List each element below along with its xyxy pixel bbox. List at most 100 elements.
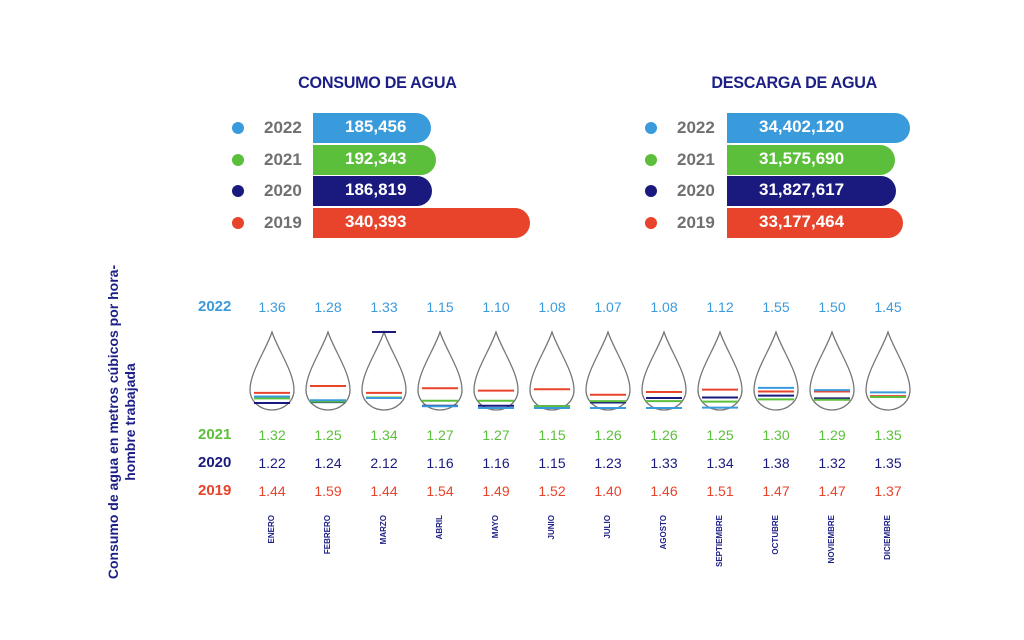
row-label-2020: 2020 [198, 454, 232, 471]
value-2022-10: 1.50 [818, 299, 846, 315]
month-label: DICIEMBRE [883, 515, 892, 560]
value-2019-5: 1.52 [538, 483, 566, 499]
row-label-2019: 2019 [198, 482, 232, 499]
drop-icon [809, 329, 855, 411]
value-2021-7: 1.26 [650, 427, 678, 443]
value-2022-11: 1.45 [874, 299, 902, 315]
month-label: MARZO [379, 515, 388, 545]
bar-2019: 33,177,464 [727, 207, 904, 238]
value-2021-6: 1.26 [594, 427, 622, 443]
value-2019-10: 1.47 [818, 483, 846, 499]
value-2020-11: 1.35 [874, 455, 902, 471]
value-2022-8: 1.12 [706, 299, 734, 315]
row-label-2021: 2021 [198, 426, 232, 443]
month-label: ENERO [267, 515, 276, 544]
value-2020-10: 1.32 [818, 455, 846, 471]
year-label-2022: 2022 [677, 118, 715, 137]
descarga-title: DESCARGA DE AGUA [711, 73, 877, 92]
value-2021-5: 1.15 [538, 427, 566, 443]
value-2021-11: 1.35 [874, 427, 902, 443]
drop-icon [529, 329, 575, 411]
value-2020-5: 1.15 [538, 455, 566, 471]
y-axis-label: Consumo de agua en metros cúbicos por ho… [105, 264, 138, 580]
drop-icon [697, 329, 743, 411]
value-2021-1: 1.25 [314, 427, 342, 443]
value-2022-0: 1.36 [258, 299, 286, 315]
value-2019-9: 1.47 [762, 483, 790, 499]
drop-icon [417, 329, 463, 411]
month-label: NOVIEMBRE [827, 515, 836, 564]
value-2019-8: 1.51 [706, 483, 734, 499]
legend-dot-2021 [232, 153, 244, 166]
drop-icon [865, 329, 911, 411]
value-2019-11: 1.37 [874, 483, 902, 499]
bar-2021: 192,343 [313, 144, 436, 175]
bar-2020: 186,819 [313, 176, 433, 206]
value-2019-7: 1.46 [650, 483, 678, 499]
row-label-2022: 2022 [198, 298, 232, 315]
value-2020-3: 1.16 [426, 455, 454, 471]
bar-2021: 31,575,690 [727, 144, 895, 175]
legend-dot-2021 [645, 153, 657, 166]
value-2021-8: 1.25 [706, 427, 734, 443]
value-2021-9: 1.30 [762, 427, 790, 443]
drop-icon [249, 329, 295, 411]
legend-dot-2022 [645, 122, 657, 134]
value-2022-1: 1.28 [314, 299, 342, 315]
value-2021-2: 1.34 [370, 427, 398, 443]
month-label: MAYO [491, 515, 500, 539]
legend-dot-2022 [232, 122, 244, 134]
month-label: SEPTIEMBRE [715, 515, 724, 568]
year-label-2020: 2020 [264, 181, 302, 200]
bar-2019: 340,393 [313, 207, 530, 238]
month-label: ABRIL [435, 515, 444, 540]
value-2022-9: 1.55 [762, 299, 790, 315]
value-2019-0: 1.44 [258, 483, 286, 499]
value-2020-4: 1.16 [482, 455, 510, 471]
drop-icon [361, 329, 407, 411]
year-label-2019: 2019 [264, 212, 302, 232]
month-label: JULIO [603, 515, 612, 539]
month-label: AGOSTO [659, 515, 668, 550]
legend-dot-2019 [232, 216, 244, 229]
year-label-2022: 2022 [264, 118, 302, 137]
value-2022-3: 1.15 [426, 299, 454, 315]
value-2019-1: 1.59 [314, 483, 342, 499]
value-2021-10: 1.29 [818, 427, 846, 443]
drop-icon [473, 329, 519, 411]
legend-dot-2019 [645, 216, 657, 229]
value-2019-6: 1.40 [594, 483, 622, 499]
year-label-2021: 2021 [677, 149, 715, 169]
legend-dot-2020 [232, 185, 244, 197]
value-2019-4: 1.49 [482, 483, 510, 499]
year-label-2019: 2019 [677, 212, 715, 232]
year-label-2020: 2020 [677, 181, 715, 200]
month-label: JUNIO [547, 515, 556, 540]
month-label: OCTUBRE [771, 515, 780, 555]
value-2021-4: 1.27 [482, 427, 510, 443]
value-2021-0: 1.32 [258, 427, 286, 443]
drop-icon [641, 329, 687, 411]
bar-2022: 185,456 [313, 113, 432, 143]
value-2021-3: 1.27 [426, 427, 454, 443]
value-2020-8: 1.34 [706, 455, 734, 471]
value-2019-2: 1.44 [370, 483, 398, 499]
year-label-2021: 2021 [264, 149, 302, 169]
value-2020-2: 2.12 [370, 455, 398, 471]
bar-2022: 34,402,120 [727, 113, 910, 143]
value-2022-4: 1.10 [482, 299, 510, 315]
drop-icon [753, 329, 799, 411]
value-2020-1: 1.24 [314, 455, 342, 471]
drop-icon [305, 329, 351, 411]
value-2020-6: 1.23 [594, 455, 622, 471]
value-2019-3: 1.54 [426, 483, 454, 499]
value-2020-9: 1.38 [762, 455, 790, 471]
month-label: FEBRERO [323, 515, 332, 555]
consumo-title: CONSUMO DE AGUA [298, 73, 457, 92]
bar-2020: 31,827,617 [727, 176, 897, 206]
value-2022-6: 1.07 [594, 299, 622, 315]
drop-icon [585, 329, 631, 411]
value-2022-2: 1.33 [370, 299, 398, 315]
value-2022-7: 1.08 [650, 299, 678, 315]
